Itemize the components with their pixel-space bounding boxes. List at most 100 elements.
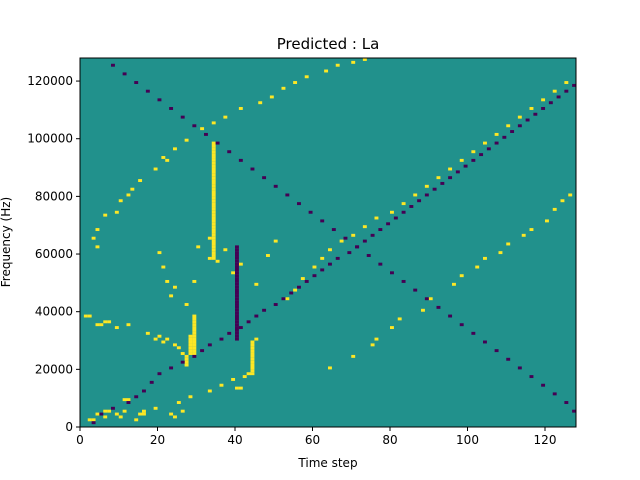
heatmap-cell-low — [227, 150, 232, 154]
heatmap-cell-high — [184, 363, 189, 367]
heatmap-cell-high — [153, 167, 158, 171]
heatmap-cell-low — [479, 153, 484, 157]
heatmap-cell-low — [355, 245, 360, 249]
heatmap-cell-low — [393, 216, 398, 220]
heatmap-cell-high — [506, 124, 511, 128]
heatmap-cell-high — [211, 121, 216, 125]
heatmap-cell-high — [320, 256, 325, 260]
heatmap-cell-low — [572, 409, 577, 413]
heatmap-cell-high — [370, 343, 375, 347]
heatmap-cell-high — [421, 308, 425, 312]
heatmap-cell-high — [192, 314, 197, 318]
heatmap-cell-low — [235, 256, 239, 260]
heatmap-cell-high — [545, 219, 549, 223]
heatmap-cell-low — [238, 158, 243, 162]
heatmap-cell-high — [211, 210, 216, 214]
heatmap-cell-high — [211, 225, 216, 229]
heatmap-cell-low — [564, 401, 569, 404]
heatmap-cell-high — [169, 412, 174, 416]
heatmap-cell-low — [572, 83, 577, 87]
y-tick-label: 0 — [65, 420, 73, 434]
heatmap-cell-low — [169, 107, 174, 110]
chart-title: Predicted : La — [277, 35, 380, 53]
heatmap-cell-low — [250, 167, 255, 171]
heatmap-cell-low — [180, 360, 185, 364]
x-tick-label: 120 — [534, 433, 557, 447]
heatmap-cell-low — [149, 380, 154, 384]
heatmap-cell-high — [145, 331, 150, 335]
heatmap-cell-high — [126, 193, 131, 197]
heatmap-cell-high — [211, 239, 216, 243]
heatmap-cell-high — [211, 251, 216, 255]
heatmap-cell-low — [235, 314, 239, 318]
heatmap-cell-high — [374, 216, 379, 220]
heatmap-cell-high — [300, 277, 305, 281]
heatmap-cell-high — [161, 340, 166, 344]
heatmap-cell-high — [211, 256, 216, 260]
heatmap-cell-low — [207, 343, 212, 347]
heatmap-cell-low — [235, 328, 239, 332]
heatmap-cell-high — [211, 199, 216, 203]
heatmap-cell-low — [533, 112, 538, 116]
heatmap-cell-high — [192, 337, 197, 341]
heatmap-cell-low — [483, 340, 487, 344]
heatmap-cell-high — [211, 219, 216, 223]
heatmap-cell-low — [471, 158, 476, 162]
heatmap-cell-low — [401, 279, 406, 283]
y-tick-label: 80000 — [35, 189, 73, 203]
heatmap-cell-high — [250, 366, 255, 370]
heatmap-cell-high — [211, 213, 216, 217]
heatmap-cell-high — [188, 340, 193, 344]
heatmap-cell-high — [223, 115, 228, 119]
heatmap-cell-low — [525, 118, 530, 122]
heatmap-cell-high — [529, 228, 534, 232]
heatmap-cell-low — [413, 288, 418, 292]
heatmap-cell-high — [211, 161, 216, 165]
heatmap-cell-high — [211, 245, 216, 249]
heatmap-cell-high — [188, 352, 193, 355]
heatmap-cell-low — [246, 320, 251, 324]
heatmap-cell-high — [95, 323, 100, 327]
heatmap-cell-high — [413, 193, 418, 197]
heatmap-cell-low — [215, 141, 220, 145]
heatmap-cell-low — [366, 254, 371, 257]
heatmap-cell-high — [192, 317, 197, 321]
heatmap-cell-low — [417, 199, 422, 203]
heatmap-cell-low — [436, 305, 441, 309]
heatmap-cell-high — [560, 199, 565, 203]
heatmap-cell-low — [227, 331, 232, 335]
heatmap-cell-low — [235, 262, 239, 266]
heatmap-cell-high — [103, 213, 108, 217]
heatmap-cell-high — [529, 107, 534, 110]
heatmap-cell-high — [362, 58, 367, 61]
heatmap-cell-high — [328, 366, 332, 370]
heatmap-cell-low — [235, 288, 239, 292]
heatmap-cell-high — [200, 127, 205, 131]
heatmap-cell-low — [235, 311, 239, 315]
heatmap-cell-low — [235, 337, 239, 341]
heatmap-cell-high — [211, 233, 216, 237]
heatmap-cell-low — [386, 222, 391, 226]
heatmap-cell-high — [211, 144, 216, 148]
heatmap-cell-high — [138, 179, 143, 183]
heatmap-cell-low — [463, 164, 468, 168]
heatmap-cell-high — [176, 401, 181, 404]
heatmap-cell-high — [250, 369, 255, 373]
heatmap-cell-high — [428, 297, 433, 301]
heatmap-cell-high — [211, 150, 216, 154]
heatmap-cell-low — [235, 259, 239, 263]
heatmap-cell-high — [211, 230, 216, 234]
heatmap-cell-high — [390, 210, 394, 214]
heatmap-cell-low — [254, 314, 259, 318]
heatmap-cell-high — [242, 375, 247, 379]
heatmap-cell-high — [188, 395, 193, 399]
heatmap-cell-high — [95, 412, 100, 416]
heatmap-cell-high — [165, 158, 170, 162]
heatmap-cell-high — [211, 176, 216, 180]
heatmap-background — [80, 58, 576, 427]
heatmap-cell-low — [142, 389, 146, 393]
heatmap-cell-high — [250, 346, 255, 350]
x-tick-label: 0 — [76, 433, 84, 447]
heatmap-cell-high — [114, 210, 119, 214]
heatmap-cell-high — [114, 412, 119, 416]
